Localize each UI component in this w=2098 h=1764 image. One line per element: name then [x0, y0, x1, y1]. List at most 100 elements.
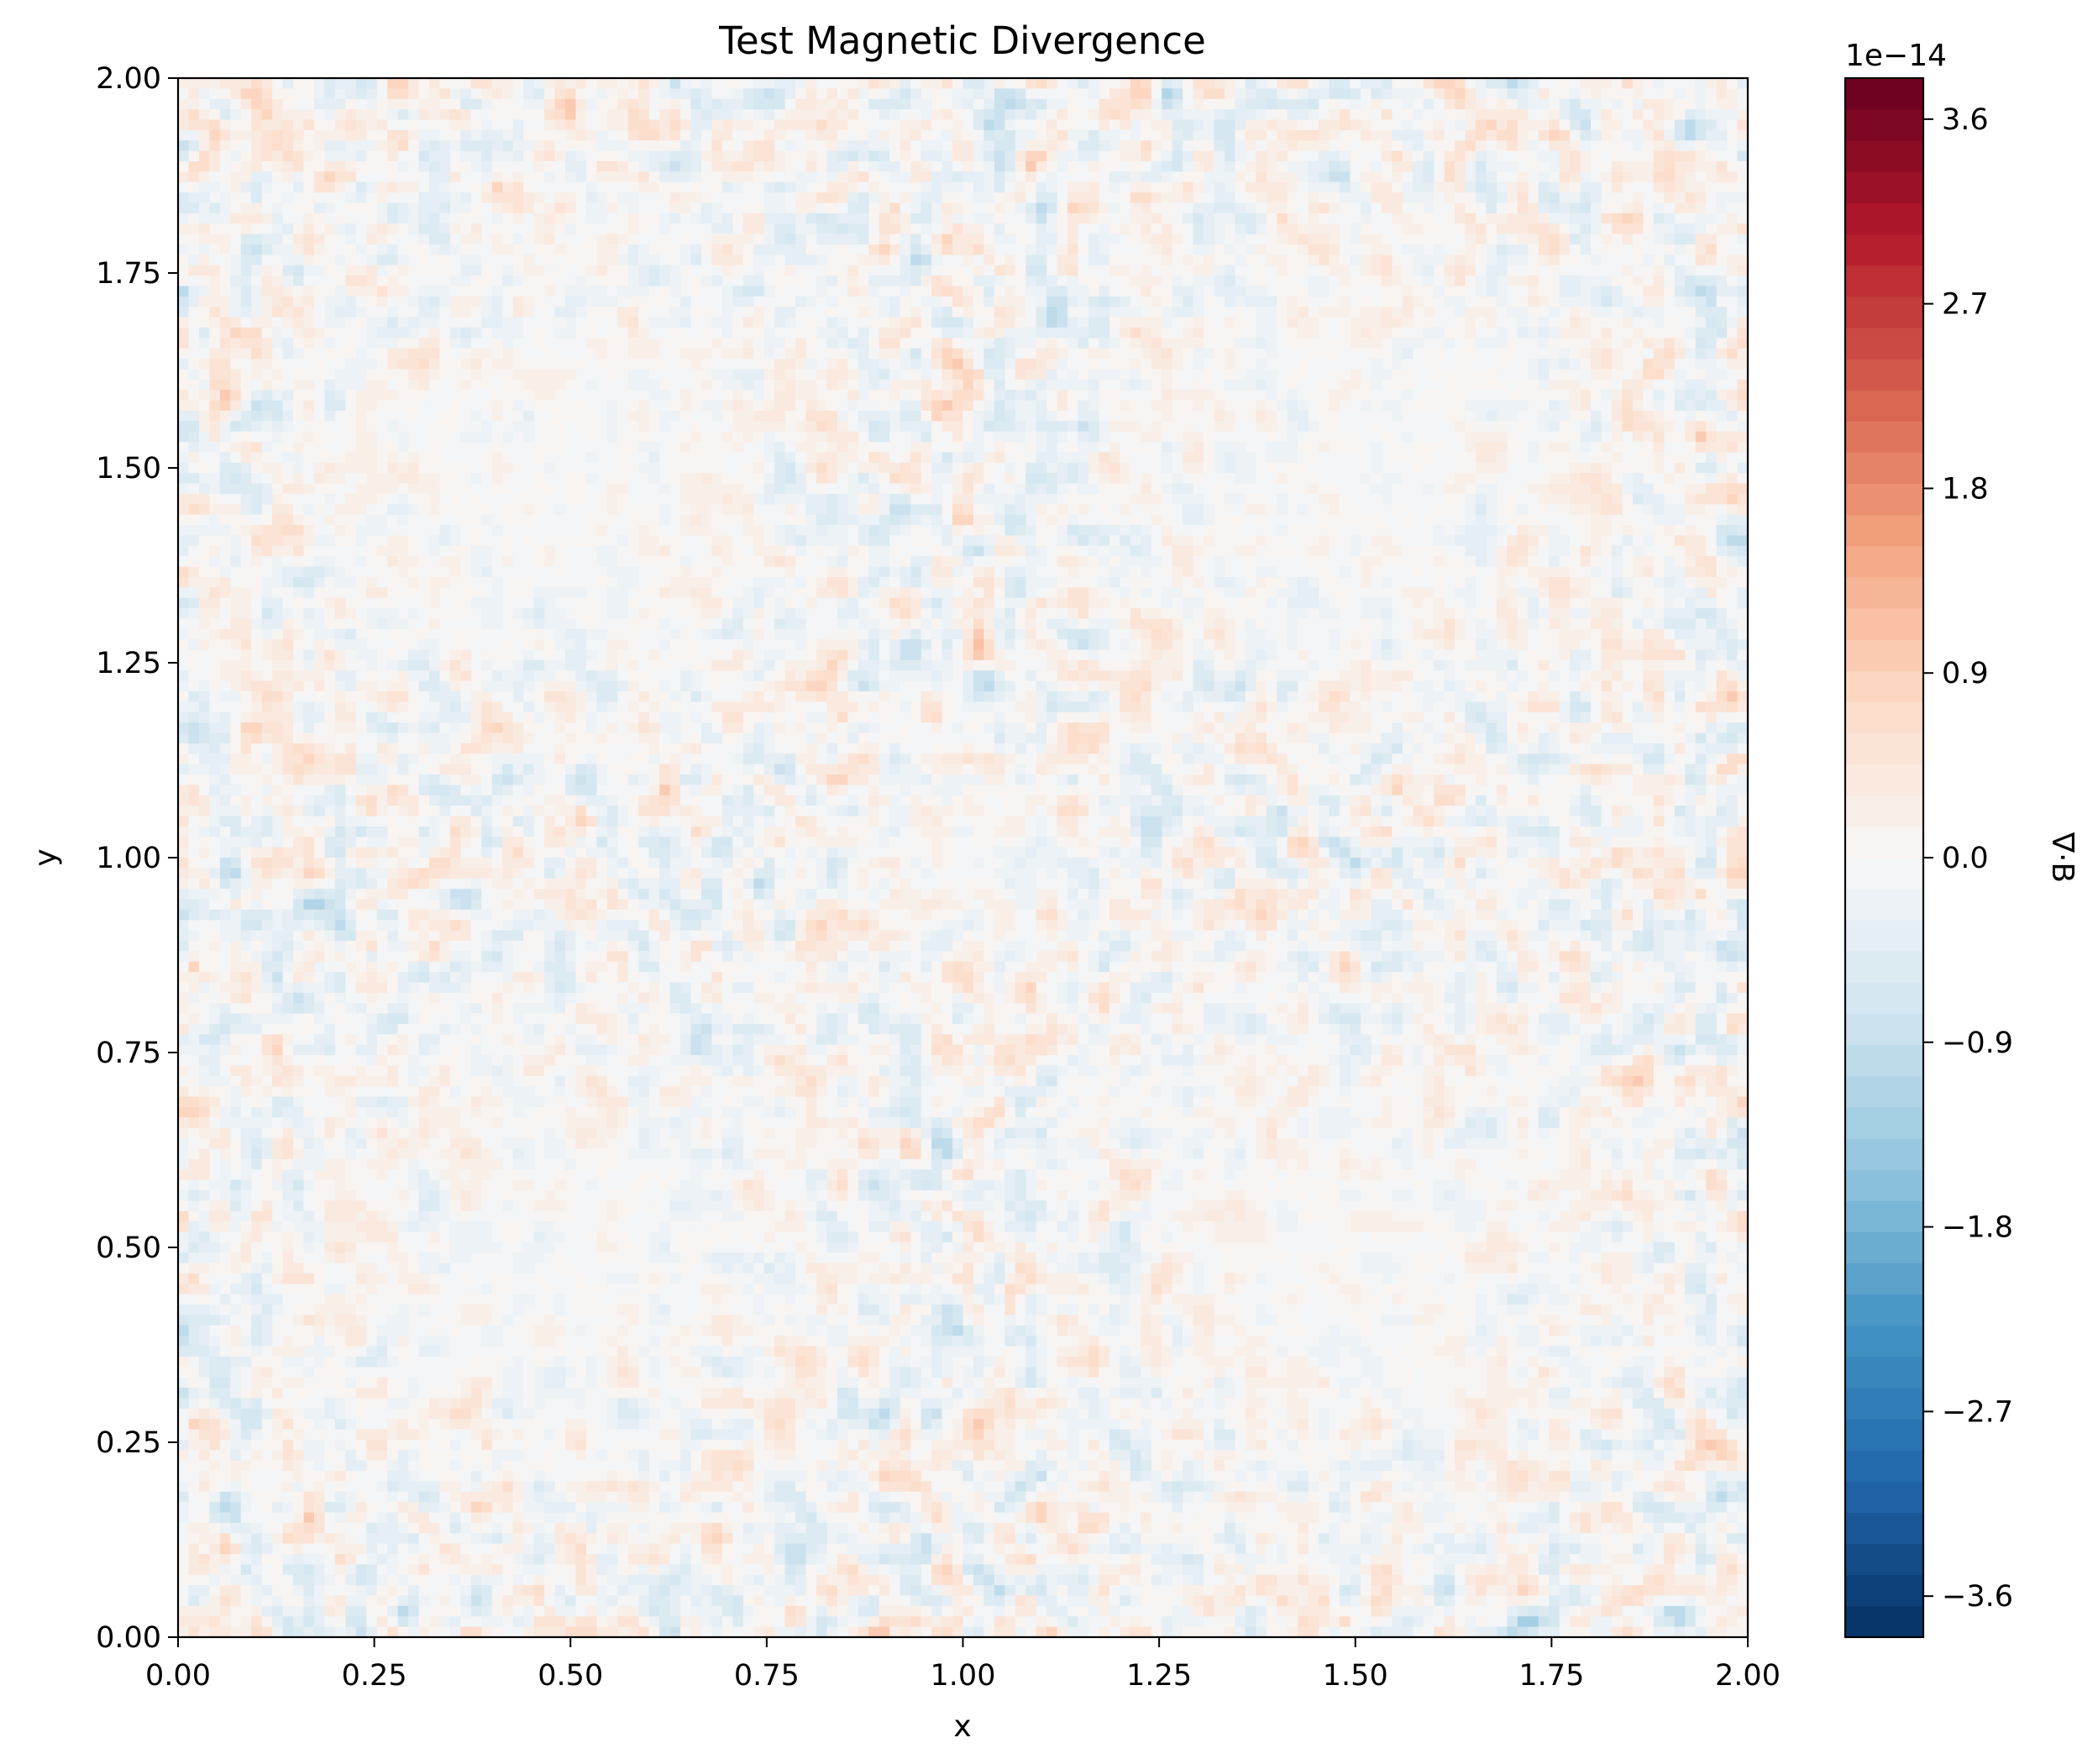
heatmap-cell	[293, 255, 304, 265]
heatmap-cell	[1622, 161, 1633, 172]
heatmap-cell	[1298, 171, 1309, 182]
heatmap-cell	[387, 380, 398, 391]
heatmap-cell	[764, 119, 775, 130]
heatmap-cell	[387, 318, 398, 328]
heatmap-cell	[1612, 88, 1623, 99]
heatmap-cell	[377, 276, 388, 286]
heatmap-cell	[785, 234, 796, 245]
heatmap-cell	[910, 244, 921, 255]
heatmap-cell	[565, 244, 576, 255]
heatmap-cell	[492, 109, 503, 120]
heatmap-cell	[963, 328, 974, 339]
heatmap-cell	[1067, 140, 1078, 151]
heatmap-cell	[1267, 234, 1277, 245]
heatmap-cell	[241, 255, 252, 265]
heatmap-cell	[952, 255, 963, 265]
heatmap-cell	[377, 369, 388, 380]
heatmap-cell	[314, 369, 325, 380]
heatmap-cell	[241, 244, 252, 255]
heatmap-cell	[1413, 286, 1424, 297]
heatmap-cell	[1340, 88, 1351, 99]
heatmap-cell	[419, 109, 430, 120]
heatmap-cell	[1151, 411, 1162, 422]
heatmap-cell	[607, 151, 618, 162]
heatmap-cell	[492, 88, 503, 99]
heatmap-cell	[1330, 286, 1340, 297]
heatmap-cell	[1445, 390, 1455, 401]
heatmap-cell	[1162, 213, 1172, 224]
heatmap-cell	[272, 349, 283, 360]
heatmap-cell	[1298, 140, 1309, 151]
heatmap-cell	[241, 130, 252, 141]
heatmap-cell	[377, 78, 388, 89]
heatmap-cell	[1497, 401, 1508, 412]
heatmap-cell	[1015, 119, 1026, 130]
heatmap-cell	[1560, 244, 1571, 255]
heatmap-cell	[1664, 380, 1675, 391]
heatmap-cell	[502, 182, 513, 193]
heatmap-cell	[534, 369, 545, 380]
heatmap-cell	[1696, 338, 1707, 349]
heatmap-cell	[910, 307, 921, 318]
heatmap-cell	[1193, 297, 1204, 307]
heatmap-cell	[806, 286, 817, 297]
heatmap-cell	[1664, 88, 1675, 99]
heatmap-cell	[963, 140, 974, 151]
heatmap-cell	[659, 369, 670, 380]
heatmap-cell	[534, 276, 545, 286]
heatmap-cell	[366, 307, 377, 318]
heatmap-cell	[691, 119, 702, 130]
heatmap-cell	[1193, 286, 1204, 297]
heatmap-cell	[816, 161, 827, 172]
heatmap-cell	[188, 338, 199, 349]
heatmap-cell	[1581, 99, 1592, 110]
heatmap-cell	[1004, 328, 1015, 339]
heatmap-cell	[1455, 161, 1466, 172]
heatmap-cell	[879, 119, 890, 130]
heatmap-cell	[1560, 99, 1571, 110]
heatmap-cell	[1351, 265, 1361, 276]
heatmap-cell	[429, 161, 440, 172]
heatmap-cell	[1549, 223, 1560, 234]
heatmap-cell	[617, 99, 628, 110]
heatmap-cell	[241, 265, 252, 276]
heatmap-cell	[1570, 338, 1581, 349]
heatmap-cell	[1183, 255, 1193, 265]
heatmap-cell	[481, 119, 492, 130]
heatmap-cell	[827, 213, 838, 224]
heatmap-cell	[188, 318, 199, 328]
heatmap-cell	[251, 411, 262, 422]
heatmap-cell	[1183, 390, 1193, 401]
heatmap-cell	[1612, 276, 1623, 286]
heatmap-cell	[1497, 328, 1508, 339]
heatmap-cell	[1361, 244, 1372, 255]
heatmap-cell	[1288, 286, 1298, 297]
heatmap-cell	[513, 307, 524, 318]
heatmap-cell	[188, 234, 199, 245]
heatmap-cell	[1685, 276, 1696, 286]
heatmap-cell	[649, 380, 660, 391]
heatmap-cell	[1413, 276, 1424, 286]
heatmap-cell	[879, 297, 890, 307]
heatmap-cell	[1591, 109, 1602, 120]
heatmap-cell	[1434, 318, 1445, 328]
heatmap-cell	[1602, 202, 1613, 213]
heatmap-cell	[1277, 223, 1288, 234]
heatmap-cell	[1654, 359, 1665, 370]
heatmap-cell	[1351, 359, 1361, 370]
heatmap-cell	[324, 202, 335, 213]
heatmap-cell	[1141, 182, 1151, 193]
heatmap-cell	[1099, 192, 1109, 203]
heatmap-cell	[1183, 297, 1193, 307]
heatmap-cell	[408, 276, 419, 286]
heatmap-cell	[356, 78, 367, 89]
heatmap-cell	[230, 192, 241, 203]
heatmap-cell	[335, 318, 346, 328]
heatmap-cell	[1025, 78, 1036, 89]
heatmap-cell	[304, 109, 315, 120]
heatmap-cell	[816, 182, 827, 193]
heatmap-cell	[1225, 223, 1235, 234]
heatmap-cell	[241, 161, 252, 172]
heatmap-cell	[502, 213, 513, 224]
heatmap-cell	[450, 286, 461, 297]
